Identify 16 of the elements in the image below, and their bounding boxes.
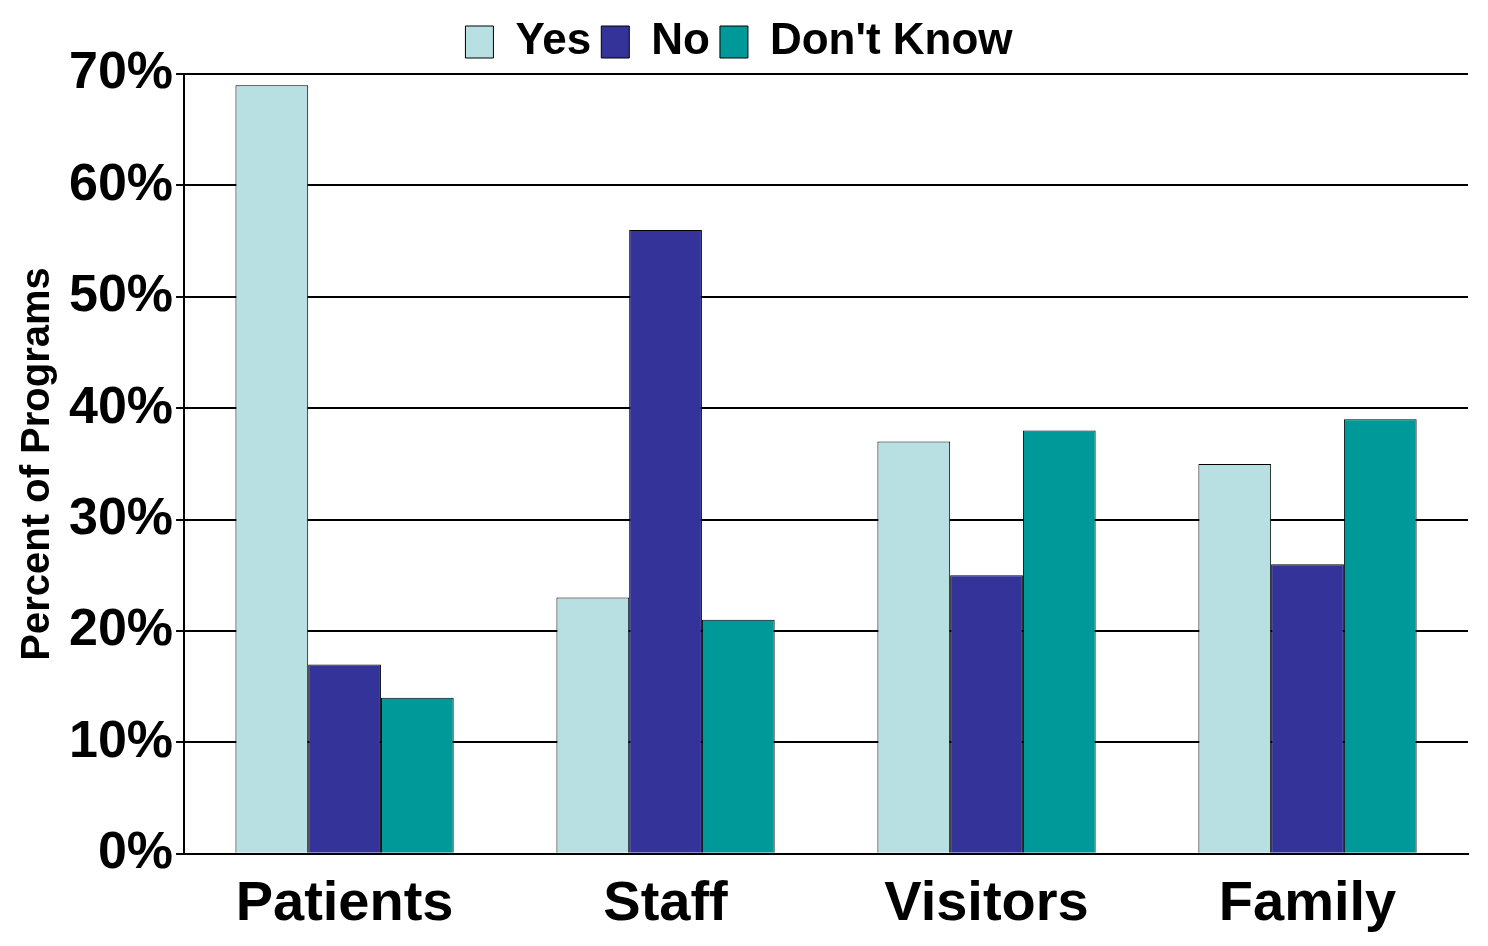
y-tick-label: 50% (69, 264, 174, 323)
x-tick-label: Patients (235, 868, 454, 932)
legend-label: Yes (515, 14, 592, 64)
x-tick-label: Family (1218, 868, 1397, 932)
legend-label: No (651, 14, 710, 64)
y-tick-label: 0% (97, 821, 174, 880)
y-axis-title: Percent of Programs (13, 267, 58, 661)
x-tick-label: Visitors (884, 868, 1089, 932)
y-tick-label: 20% (69, 598, 174, 657)
x-tick-label: Staff (603, 868, 729, 932)
legend-label: Don't Know (769, 14, 1014, 64)
y-tick-label: 40% (69, 375, 174, 434)
y-tick-label: 60% (69, 152, 174, 211)
y-tick-label: 30% (69, 486, 174, 545)
y-tick-label: 10% (69, 709, 174, 768)
y-tick-label: 70% (69, 41, 174, 100)
